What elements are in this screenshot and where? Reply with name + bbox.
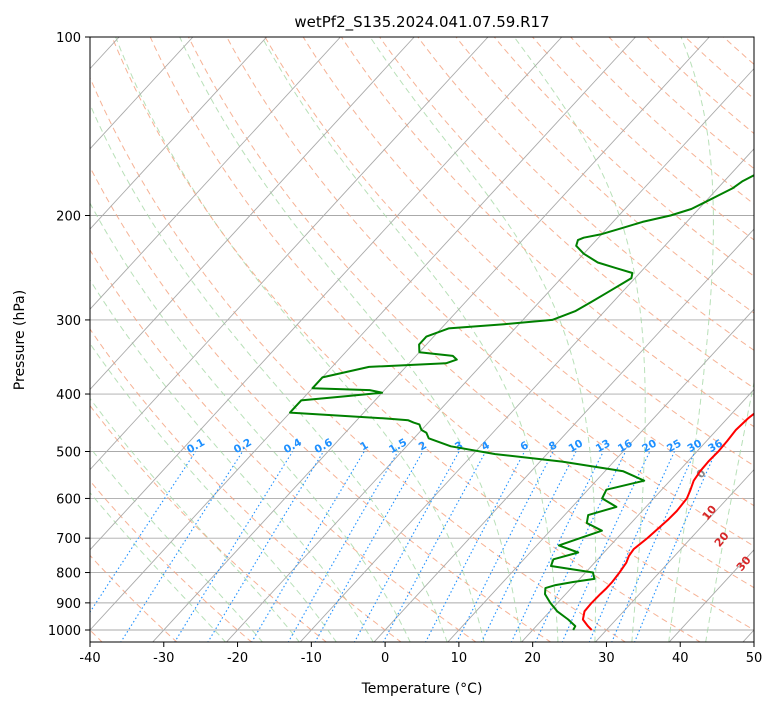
y-tick-label: 200 (56, 210, 81, 225)
y-tick-label: 300 (56, 314, 81, 329)
x-tick-label: 30 (598, 651, 615, 666)
x-tick-label: 0 (381, 651, 389, 666)
x-tick-label: -20 (227, 651, 248, 666)
y-tick-label: 500 (56, 445, 81, 460)
x-tick-label: 10 (451, 651, 468, 666)
y-axis-label: Pressure (hPa) (12, 290, 28, 390)
chart-title: wetPf2_S135.2024.041.07.59.R17 (294, 13, 549, 32)
y-tick-label: 1000 (48, 624, 81, 639)
y-tick-label: 100 (56, 31, 81, 46)
x-tick-label: -30 (153, 651, 174, 666)
y-tick-label: 600 (56, 492, 81, 507)
y-tick-label: 800 (56, 567, 81, 582)
y-tick-label: 700 (56, 532, 81, 547)
y-tick-label: 900 (56, 597, 81, 612)
x-tick-label: -10 (301, 651, 322, 666)
y-tick-label: 400 (56, 388, 81, 403)
x-tick-label: 50 (746, 651, 763, 666)
x-tick-label: 20 (524, 651, 541, 666)
x-tick-label: 40 (672, 651, 689, 666)
x-axis-label: Temperature (°C) (361, 681, 483, 697)
x-tick-label: -40 (79, 651, 100, 666)
